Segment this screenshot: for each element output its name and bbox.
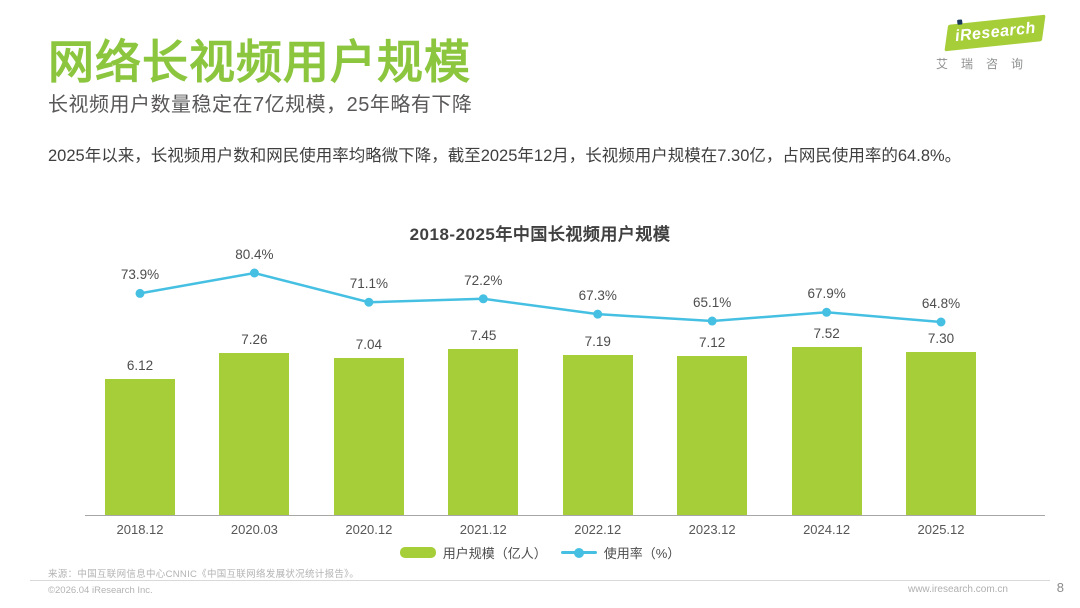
x-axis-label: 2020.03: [230, 522, 278, 537]
line-point: [936, 317, 946, 327]
bar-value-label: 7.45: [470, 327, 497, 343]
copyright-text: ©2026.04 iResearch Inc.: [48, 585, 153, 596]
page-number: 8: [1056, 580, 1064, 595]
bar-2021.12: [448, 348, 519, 515]
legend-item-user-scale: 用户规模（亿人）: [399, 543, 547, 562]
bar-2025.12: [906, 352, 976, 515]
logo-brand-text: iResearch: [953, 19, 1037, 46]
bar-2022.12: [562, 354, 633, 515]
bar-value-label: 7.04: [355, 337, 382, 352]
source-note: 来源：中国互联网信息中心CNNIC《中国互联网络发展状况统计报告》。: [48, 569, 360, 580]
line-point: [478, 294, 488, 304]
bar-2020.12: [333, 358, 404, 515]
line-value-label: 67.3%: [578, 288, 617, 304]
x-axis-label: 2023.12: [688, 522, 736, 537]
website-text: www.iresearch.com.cn: [907, 584, 1008, 595]
line-path: [139, 271, 942, 324]
line-point: [135, 288, 145, 298]
bar-value-label: 6.12: [126, 357, 154, 373]
x-axis-label: 2024.12: [803, 522, 851, 537]
legend-label-user-scale: 用户规模（亿人）: [442, 546, 547, 561]
line-swatch-icon: [560, 547, 597, 558]
footer-divider: [30, 580, 1050, 581]
line-point: [364, 297, 374, 307]
line-value-label: 65.1%: [693, 295, 732, 311]
logo-i-dot-icon: [957, 19, 963, 25]
bar-2024.12: [791, 347, 862, 515]
page-title: 网络长视频用户规模: [48, 36, 471, 88]
line-point: [822, 307, 832, 317]
line-marker-icon: [573, 547, 584, 558]
page-subtitle: 长视频用户数量稳定在7亿规模，25年略有下降: [48, 94, 473, 116]
line-value-label: 80.4%: [235, 247, 274, 262]
x-axis-label: 2020.12: [345, 522, 393, 537]
legend-label-usage-rate: 使用率（%）: [603, 546, 681, 561]
chart-legend: 用户规模（亿人） 使用率（%）: [0, 543, 1080, 562]
iresearch-logo: iResearch 艾瑞咨询: [932, 14, 1052, 72]
line-value-label: 73.9%: [120, 267, 160, 283]
bar-value-label: 7.30: [927, 331, 955, 347]
usage-rate-line: [135, 268, 946, 327]
x-axis-label: 2021.12: [459, 522, 507, 537]
bar-value-label: 7.19: [584, 333, 611, 349]
bar-value-label: 7.52: [813, 326, 840, 342]
bar-2023.12: [677, 356, 748, 515]
bar-swatch-icon: [399, 547, 436, 558]
line-value-label: 71.1%: [349, 276, 388, 292]
line-value-label: 72.2%: [464, 272, 503, 288]
bar-value-label: 7.12: [699, 335, 726, 351]
x-axis-label: 2018.12: [116, 522, 164, 537]
line-value-label: 67.9%: [807, 286, 846, 302]
line-point: [593, 309, 603, 319]
bar-value-label: 7.26: [241, 332, 268, 348]
line-point: [249, 268, 259, 278]
legend-item-usage-rate: 使用率（%）: [560, 543, 681, 562]
line-value-label: 64.8%: [921, 295, 961, 311]
chart-title: 2018-2025年中国长视频用户规模: [409, 225, 671, 244]
line-point: [707, 316, 717, 326]
x-axis-line: [85, 515, 1045, 516]
summary-text: 2025年以来，长视频用户数和网民使用率均略微下降，截至2025年12月，长视频…: [48, 147, 962, 165]
logo-parallelogram: iResearch: [944, 14, 1046, 52]
bar-2018.12: [105, 378, 175, 515]
logo-brand-cn: 艾瑞咨询: [936, 57, 1037, 71]
bar-2020.03: [219, 353, 290, 515]
x-axis-label: 2025.12: [917, 522, 965, 537]
x-axis-label: 2022.12: [574, 522, 622, 537]
combo-chart: 2018-2025年中国长视频用户规模 6.12 2018.12 73.9% 7.26…: [0, 210, 1080, 572]
